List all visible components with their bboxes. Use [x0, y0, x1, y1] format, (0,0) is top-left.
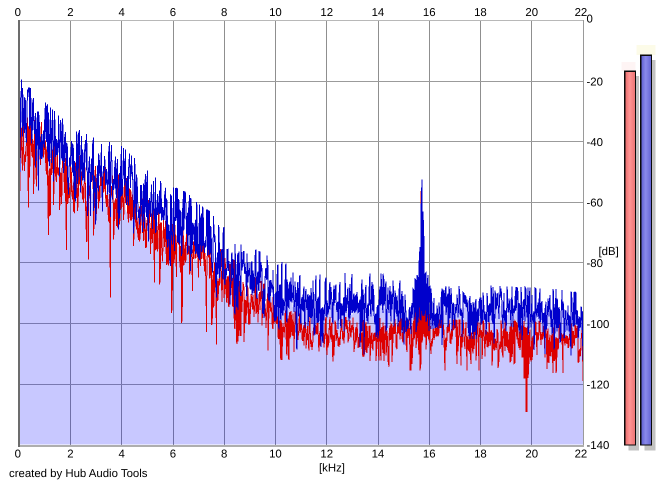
svg-text:16: 16: [423, 7, 436, 19]
svg-text:14: 14: [372, 7, 385, 19]
svg-text:22: 22: [575, 449, 588, 461]
svg-text:2: 2: [67, 449, 73, 461]
svg-text:14: 14: [372, 449, 385, 461]
svg-text:20: 20: [525, 7, 538, 19]
svg-text:12: 12: [320, 7, 333, 19]
svg-text:-140: -140: [587, 440, 610, 452]
svg-text:2: 2: [67, 7, 73, 19]
svg-text:4: 4: [119, 449, 125, 461]
svg-text:8: 8: [221, 449, 227, 461]
svg-text:created by Hub Audio Tools: created by Hub Audio Tools: [9, 468, 148, 480]
svg-text:6: 6: [170, 449, 176, 461]
svg-text:-20: -20: [587, 76, 603, 88]
svg-text:22: 22: [575, 7, 588, 19]
svg-text:18: 18: [474, 7, 487, 19]
svg-text:-60: -60: [587, 198, 603, 210]
svg-text:-120: -120: [587, 379, 610, 391]
svg-text:18: 18: [474, 449, 487, 461]
svg-text:0: 0: [587, 14, 593, 26]
svg-text:10: 10: [269, 7, 282, 19]
svg-text:[kHz]: [kHz]: [319, 463, 345, 475]
svg-text:0: 0: [15, 449, 21, 461]
svg-text:6: 6: [170, 7, 176, 19]
svg-text:12: 12: [320, 449, 333, 461]
svg-text:[dB]: [dB]: [599, 246, 619, 258]
svg-text:-40: -40: [587, 137, 603, 149]
svg-text:16: 16: [423, 449, 436, 461]
svg-text:10: 10: [269, 449, 282, 461]
svg-text:0: 0: [15, 7, 21, 19]
svg-text:-100: -100: [587, 319, 610, 331]
svg-text:-80: -80: [587, 258, 603, 270]
svg-text:20: 20: [525, 449, 538, 461]
svg-text:8: 8: [221, 7, 227, 19]
svg-text:4: 4: [119, 7, 125, 19]
